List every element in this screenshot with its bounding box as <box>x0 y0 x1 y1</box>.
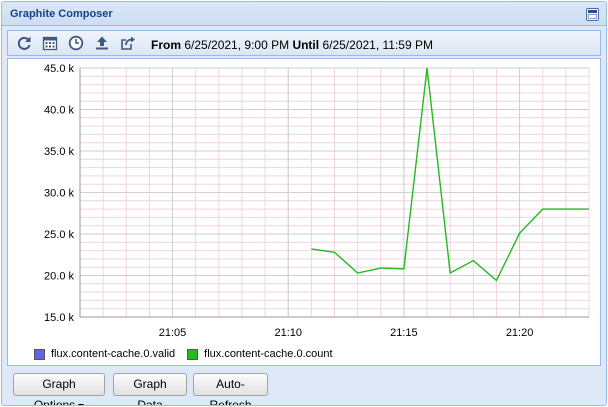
window-titlebar: Graphite Composer <box>2 2 606 26</box>
x-tick-label: 21:05 <box>159 327 187 339</box>
from-value: 6/25/2021, 9:00 PM <box>184 38 290 52</box>
legend-swatch <box>34 348 45 360</box>
auto-refresh-button[interactable]: Auto-Refresh <box>193 373 268 405</box>
until-value: 6/25/2021, 11:59 PM <box>322 38 433 52</box>
x-tick-label: 21:20 <box>506 327 534 339</box>
y-tick-label: 25.0 k <box>44 229 74 241</box>
collapse-icon[interactable] <box>586 8 599 21</box>
y-tick-label: 35.0 k <box>44 146 74 158</box>
legend-swatch <box>187 348 199 360</box>
legend-item: flux.content-cache.0.count <box>187 348 333 360</box>
time-range-text: From 6/25/2021, 9:00 PM Until 6/25/2021,… <box>151 38 433 52</box>
clock-icon[interactable] <box>67 35 85 51</box>
legend-label: flux.content-cache.0.count <box>204 348 333 360</box>
composer-footer: Graph Options Graph Data Auto-Refresh <box>2 368 606 405</box>
from-label: From <box>151 38 181 52</box>
x-tick-label: 21:15 <box>390 327 418 339</box>
y-tick-label: 15.0 k <box>44 312 74 324</box>
graph-data-button[interactable]: Graph Data <box>113 373 187 405</box>
x-tick-label: 21:10 <box>274 327 302 339</box>
y-tick-label: 30.0 k <box>44 188 74 200</box>
y-tick-label: 20.0 k <box>44 271 74 283</box>
refresh-icon[interactable] <box>15 35 33 51</box>
legend-item: flux.content-cache.0.valid <box>34 348 175 360</box>
until-label: Until <box>292 38 320 52</box>
upload-icon[interactable] <box>93 35 111 51</box>
graph-image: 15.0 k 20.0 k 25.0 k 30.0 k 35.0 k 40.0 k 45.0… <box>7 58 601 366</box>
plot-background <box>8 59 600 365</box>
graph-options-button[interactable]: Graph Options <box>13 373 105 405</box>
legend-label: flux.content-cache.0.valid <box>51 348 176 360</box>
window-title: Graphite Composer <box>10 8 113 20</box>
graph-options-label: Graph Options <box>33 377 76 406</box>
dropdown-arrow-icon <box>78 403 85 405</box>
calendar-icon[interactable] <box>41 35 59 51</box>
chart-legend: flux.content-cache.0.valid flux.content-c… <box>34 348 345 362</box>
line-chart: 15.0 k 20.0 k 25.0 k 30.0 k 35.0 k 40.0 k 45.0… <box>8 59 600 365</box>
series-line-1 <box>311 67 589 282</box>
y-tick-label: 45.0 k <box>44 63 74 75</box>
y-tick-label: 40.0 k <box>44 105 74 117</box>
composer-toolbar: From 6/25/2021, 9:00 PM Until 6/25/2021,… <box>7 30 601 56</box>
share-icon[interactable] <box>119 35 137 51</box>
